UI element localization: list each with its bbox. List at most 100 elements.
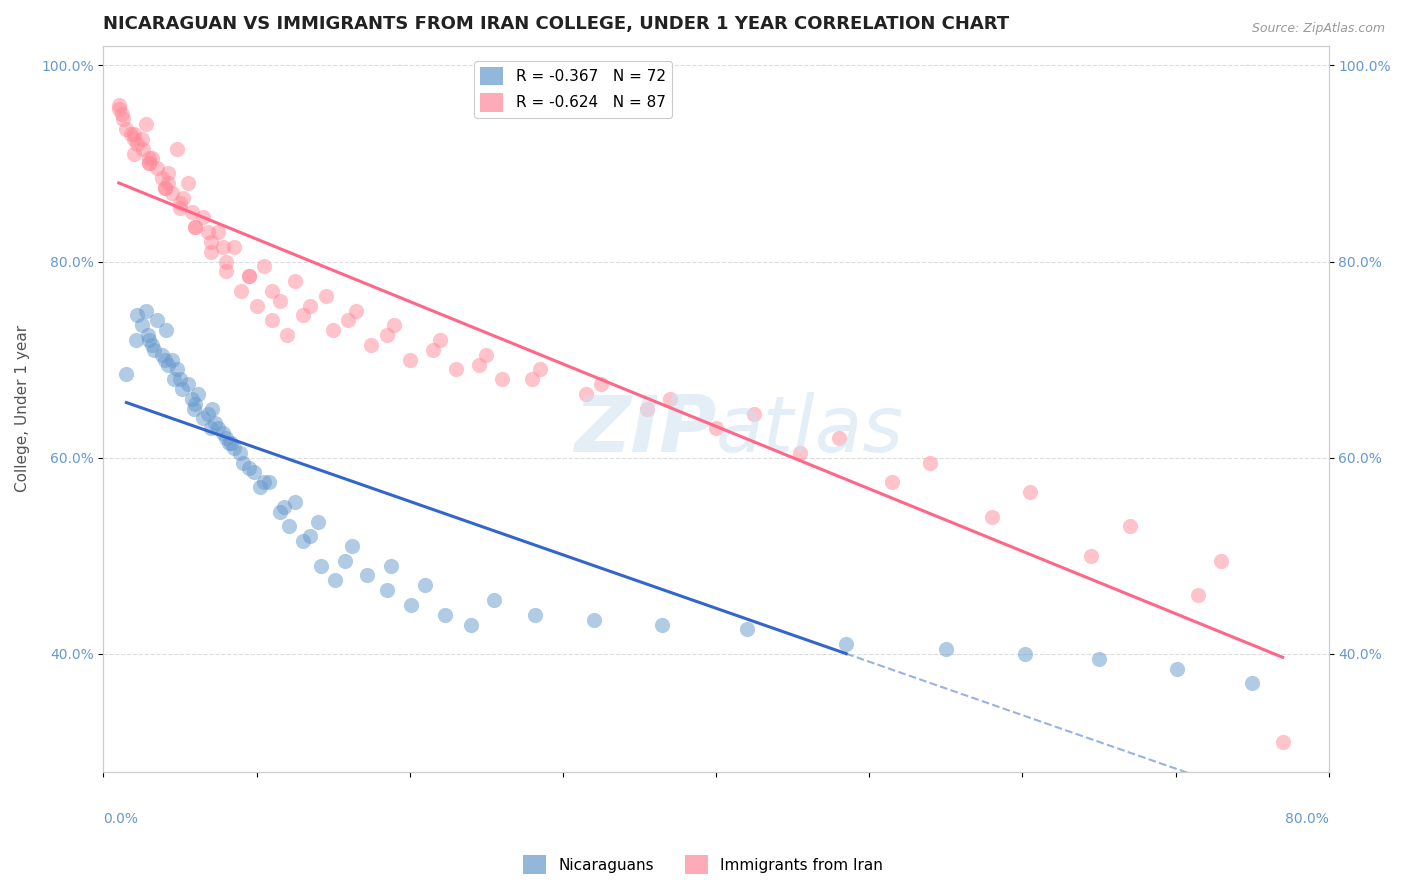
Point <box>1014 647 1036 661</box>
Point <box>231 284 253 298</box>
Point <box>215 264 238 278</box>
Point <box>284 495 307 509</box>
Point <box>253 260 276 274</box>
Point <box>122 127 145 141</box>
Point <box>141 338 163 352</box>
Point <box>122 132 145 146</box>
Point <box>135 303 157 318</box>
Point <box>398 352 420 367</box>
Point <box>575 387 598 401</box>
Point <box>246 299 269 313</box>
Point <box>181 392 204 406</box>
Point <box>124 333 146 347</box>
Point <box>269 293 291 308</box>
Point <box>429 333 451 347</box>
Point <box>138 333 160 347</box>
Point <box>299 529 322 543</box>
Point <box>1271 735 1294 749</box>
Point <box>172 191 194 205</box>
Point <box>242 466 264 480</box>
Point <box>335 554 357 568</box>
Point <box>146 313 169 327</box>
Point <box>163 372 186 386</box>
Point <box>166 142 188 156</box>
Point <box>882 475 904 490</box>
Point <box>291 309 314 323</box>
Point <box>704 421 727 435</box>
Point <box>212 240 235 254</box>
Point <box>651 617 673 632</box>
Point <box>120 127 142 141</box>
Point <box>184 397 207 411</box>
Point <box>215 254 238 268</box>
Point <box>276 328 298 343</box>
Point <box>309 558 332 573</box>
Point <box>257 475 280 490</box>
Point <box>360 338 382 352</box>
Point <box>215 431 238 445</box>
Point <box>380 558 402 573</box>
Point <box>169 372 191 386</box>
Point <box>115 122 138 136</box>
Point <box>789 446 811 460</box>
Point <box>253 475 276 490</box>
Text: atlas: atlas <box>716 392 904 468</box>
Point <box>191 411 214 425</box>
Point <box>269 505 291 519</box>
Point <box>197 225 219 239</box>
Point <box>150 171 173 186</box>
Point <box>232 456 254 470</box>
Point <box>212 426 235 441</box>
Point <box>218 436 240 450</box>
Point <box>375 583 398 598</box>
Point <box>1118 519 1140 533</box>
Point <box>181 205 204 219</box>
Point <box>444 362 467 376</box>
Point <box>291 534 314 549</box>
Point <box>229 446 252 460</box>
Point <box>238 269 260 284</box>
Point <box>138 156 160 170</box>
Text: Source: ZipAtlas.com: Source: ZipAtlas.com <box>1251 22 1385 36</box>
Point <box>187 387 209 401</box>
Point <box>744 407 766 421</box>
Point <box>524 607 547 622</box>
Point <box>197 407 219 421</box>
Point <box>200 244 222 259</box>
Point <box>162 352 184 367</box>
Point <box>107 97 129 112</box>
Point <box>156 358 179 372</box>
Point <box>204 417 226 431</box>
Point <box>107 103 129 117</box>
Text: ZIP: ZIP <box>574 392 716 468</box>
Point <box>150 348 173 362</box>
Point <box>222 441 245 455</box>
Point <box>132 142 155 156</box>
Point <box>135 117 157 131</box>
Point <box>200 421 222 435</box>
Point <box>260 313 283 327</box>
Point <box>344 303 367 318</box>
Point <box>170 382 193 396</box>
Point <box>260 284 283 298</box>
Point <box>200 235 222 249</box>
Point <box>375 328 398 343</box>
Point <box>935 642 957 657</box>
Point <box>356 568 378 582</box>
Point <box>207 421 229 435</box>
Point <box>111 107 134 121</box>
Point <box>127 309 149 323</box>
Point <box>277 519 299 533</box>
Point <box>1187 588 1209 602</box>
Point <box>238 460 260 475</box>
Point <box>141 152 163 166</box>
Legend: Nicaraguans, Immigrants from Iran: Nicaraguans, Immigrants from Iran <box>517 849 889 880</box>
Point <box>827 431 849 445</box>
Point <box>323 574 346 588</box>
Point <box>467 358 489 372</box>
Text: NICARAGUAN VS IMMIGRANTS FROM IRAN COLLEGE, UNDER 1 YEAR CORRELATION CHART: NICARAGUAN VS IMMIGRANTS FROM IRAN COLLE… <box>104 15 1010 33</box>
Point <box>401 598 423 612</box>
Point <box>433 607 456 622</box>
Point <box>112 112 135 127</box>
Point <box>735 623 758 637</box>
